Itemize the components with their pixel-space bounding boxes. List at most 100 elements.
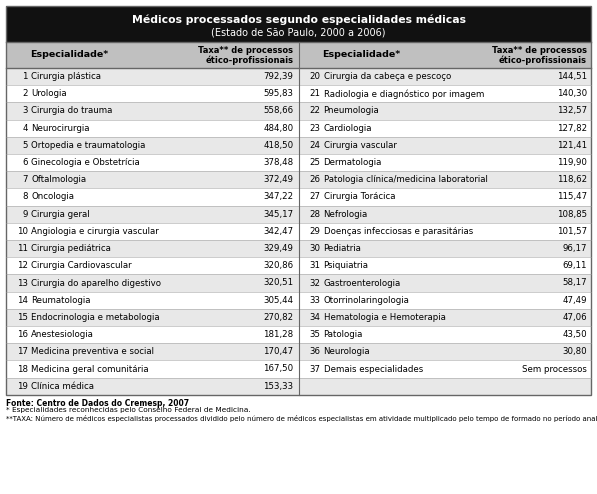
Bar [298,223,591,240]
Bar [6,85,298,102]
Text: Taxa** de processos: Taxa** de processos [198,46,294,55]
Bar [6,6,591,395]
Text: Cirurgia Cardiovascular: Cirurgia Cardiovascular [31,261,131,270]
Text: 347,22: 347,22 [263,193,294,202]
Text: 20: 20 [309,72,321,81]
Text: 14: 14 [17,296,28,305]
Text: Pneumologia: Pneumologia [324,107,379,116]
Text: 378,48: 378,48 [263,158,294,167]
Text: 132,57: 132,57 [557,107,587,116]
Text: Urologia: Urologia [31,89,67,98]
Text: 115,47: 115,47 [557,193,587,202]
Text: 15: 15 [17,313,28,322]
Bar [298,85,591,102]
Text: Cirurgia do trauma: Cirurgia do trauma [31,107,112,116]
Text: 19: 19 [17,382,28,391]
Text: 345,17: 345,17 [263,209,294,219]
Text: ético-profissionais: ético-profissionais [205,55,294,65]
Bar [298,291,591,309]
Text: ético-profissionais: ético-profissionais [499,55,587,65]
Text: * Especialidades reconhecidas pelo Conselho Federal de Medicina.: * Especialidades reconhecidas pelo Conse… [6,407,251,413]
Text: Cirurgia da cabeça e pescoço: Cirurgia da cabeça e pescoço [324,72,451,81]
Text: 58,17: 58,17 [562,279,587,288]
Text: 35: 35 [309,330,321,339]
Text: 118,62: 118,62 [557,175,587,184]
Text: 21: 21 [309,89,321,98]
Text: 32: 32 [309,279,321,288]
Text: 119,90: 119,90 [557,158,587,167]
Text: 7: 7 [23,175,28,184]
Text: 16: 16 [17,330,28,339]
Text: Cirurgia do aparelho digestivo: Cirurgia do aparelho digestivo [31,279,161,288]
Bar [298,274,591,291]
Text: Gastroenterologia: Gastroenterologia [324,279,401,288]
Bar [6,102,298,120]
Text: **TAXA: Número de médicos especialistas processados dividido pelo número de médi: **TAXA: Número de médicos especialistas … [6,415,597,422]
Bar [298,137,591,154]
Text: 30,80: 30,80 [562,347,587,356]
Bar [298,171,591,188]
Text: Especialidade*: Especialidade* [30,50,108,59]
Text: 2: 2 [23,89,28,98]
Text: 24: 24 [309,141,321,150]
Bar [6,240,298,257]
Text: 13: 13 [17,279,28,288]
Text: Taxa** de processos: Taxa** de processos [492,46,587,55]
Bar [6,68,298,85]
Text: 5: 5 [23,141,28,150]
Text: 4: 4 [23,124,28,133]
Bar [298,154,591,171]
Text: 320,86: 320,86 [263,261,294,270]
Text: Cirurgia geral: Cirurgia geral [31,209,90,219]
Text: 33: 33 [309,296,321,305]
Text: 140,30: 140,30 [557,89,587,98]
Text: 11: 11 [17,244,28,253]
Text: 30: 30 [309,244,321,253]
Bar [6,257,298,274]
Bar [298,42,591,68]
Text: 270,82: 270,82 [263,313,294,322]
Text: Pediatria: Pediatria [324,244,361,253]
Bar [6,309,298,326]
Bar [6,188,298,206]
Bar [6,361,298,377]
Text: Demais especialidades: Demais especialidades [324,365,423,373]
Text: Ginecologia e Obstetrícia: Ginecologia e Obstetrícia [31,158,140,167]
Text: 26: 26 [309,175,321,184]
Text: Patologia clínica/medicina laboratorial: Patologia clínica/medicina laboratorial [324,175,487,184]
Text: 43,50: 43,50 [562,330,587,339]
Text: 170,47: 170,47 [263,347,294,356]
Text: 167,50: 167,50 [263,365,294,373]
Text: 17: 17 [17,347,28,356]
Text: 558,66: 558,66 [263,107,294,116]
Bar [298,377,591,395]
Text: 18: 18 [17,365,28,373]
Bar [6,154,298,171]
Text: 29: 29 [310,227,321,236]
Text: Cirurgia plástica: Cirurgia plástica [31,72,101,81]
Text: Médicos processados segundo especialidades médicas: Médicos processados segundo especialidad… [131,14,466,25]
Text: 320,51: 320,51 [263,279,294,288]
Text: 47,06: 47,06 [562,313,587,322]
Bar [298,102,591,120]
Text: 47,49: 47,49 [562,296,587,305]
Text: Cardiologia: Cardiologia [324,124,372,133]
Text: Clínica médica: Clínica médica [31,382,94,391]
Text: 484,80: 484,80 [263,124,294,133]
Text: 792,39: 792,39 [264,72,294,81]
Text: 12: 12 [17,261,28,270]
Text: 101,57: 101,57 [557,227,587,236]
Bar [6,6,591,42]
Bar [6,274,298,291]
Text: Cirurgia pediátrica: Cirurgia pediátrica [31,244,111,253]
Text: 9: 9 [23,209,28,219]
Bar [298,120,591,137]
Text: Especialidade*: Especialidade* [322,50,401,59]
Text: 127,82: 127,82 [557,124,587,133]
Text: 181,28: 181,28 [263,330,294,339]
Text: Medicina geral comunitária: Medicina geral comunitária [31,365,149,373]
Text: Cirurgia Torácica: Cirurgia Torácica [324,193,395,202]
Text: 37: 37 [309,365,321,373]
Text: Otorrinolaringologia: Otorrinolaringologia [324,296,410,305]
Text: (Estado de São Paulo, 2000 a 2006): (Estado de São Paulo, 2000 a 2006) [211,28,386,38]
